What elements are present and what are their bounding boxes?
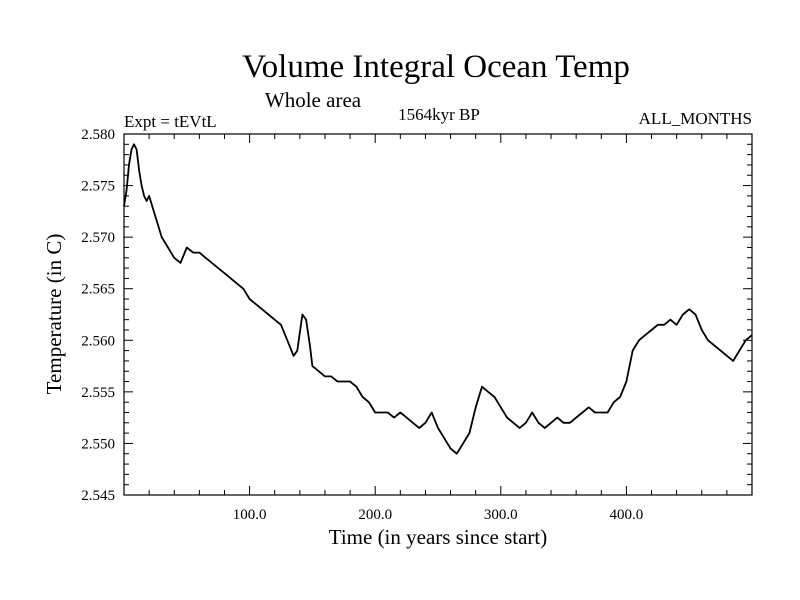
y-axis-ticks — [124, 133, 752, 496]
y-tick-label: 2.560 — [81, 333, 115, 349]
series-line — [123, 143, 753, 455]
y-tick-label: 2.580 — [81, 127, 115, 143]
y-tick-label: 2.570 — [81, 230, 115, 246]
period-label: 1564kyr BP — [398, 105, 480, 124]
plot-frame — [123, 133, 753, 496]
y-tick-label: 2.545 — [81, 488, 115, 504]
experiment-label: Expt = tEVtL — [124, 112, 217, 131]
y-tick-label: 2.555 — [81, 385, 115, 401]
chart-subtitle: Whole area — [265, 88, 362, 112]
series-layer — [123, 143, 753, 455]
months-label: ALL_MONTHS — [639, 109, 752, 128]
x-tick-label: 200.0 — [358, 507, 392, 523]
y-tick-label: 2.550 — [81, 436, 115, 452]
y-tick-label: 2.565 — [81, 282, 115, 298]
y-axis-tick-labels: 2.545 2.550 2.555 2.560 2.565 2.570 2.575 2.580 — [81, 127, 115, 504]
x-axis-tick-labels: 100.0 200.0 300.0 400.0 — [233, 507, 644, 523]
x-tick-label: 100.0 — [233, 507, 267, 523]
x-tick-label: 400.0 — [610, 507, 644, 523]
x-axis-ticks — [148, 134, 728, 495]
y-axis-label: Temperature (in C) — [42, 234, 66, 395]
x-axis-label: Time (in years since start) — [329, 525, 548, 549]
x-tick-label: 300.0 — [484, 507, 518, 523]
y-tick-label: 2.575 — [81, 179, 115, 195]
chart-title: Volume Integral Ocean Temp — [242, 49, 630, 85]
